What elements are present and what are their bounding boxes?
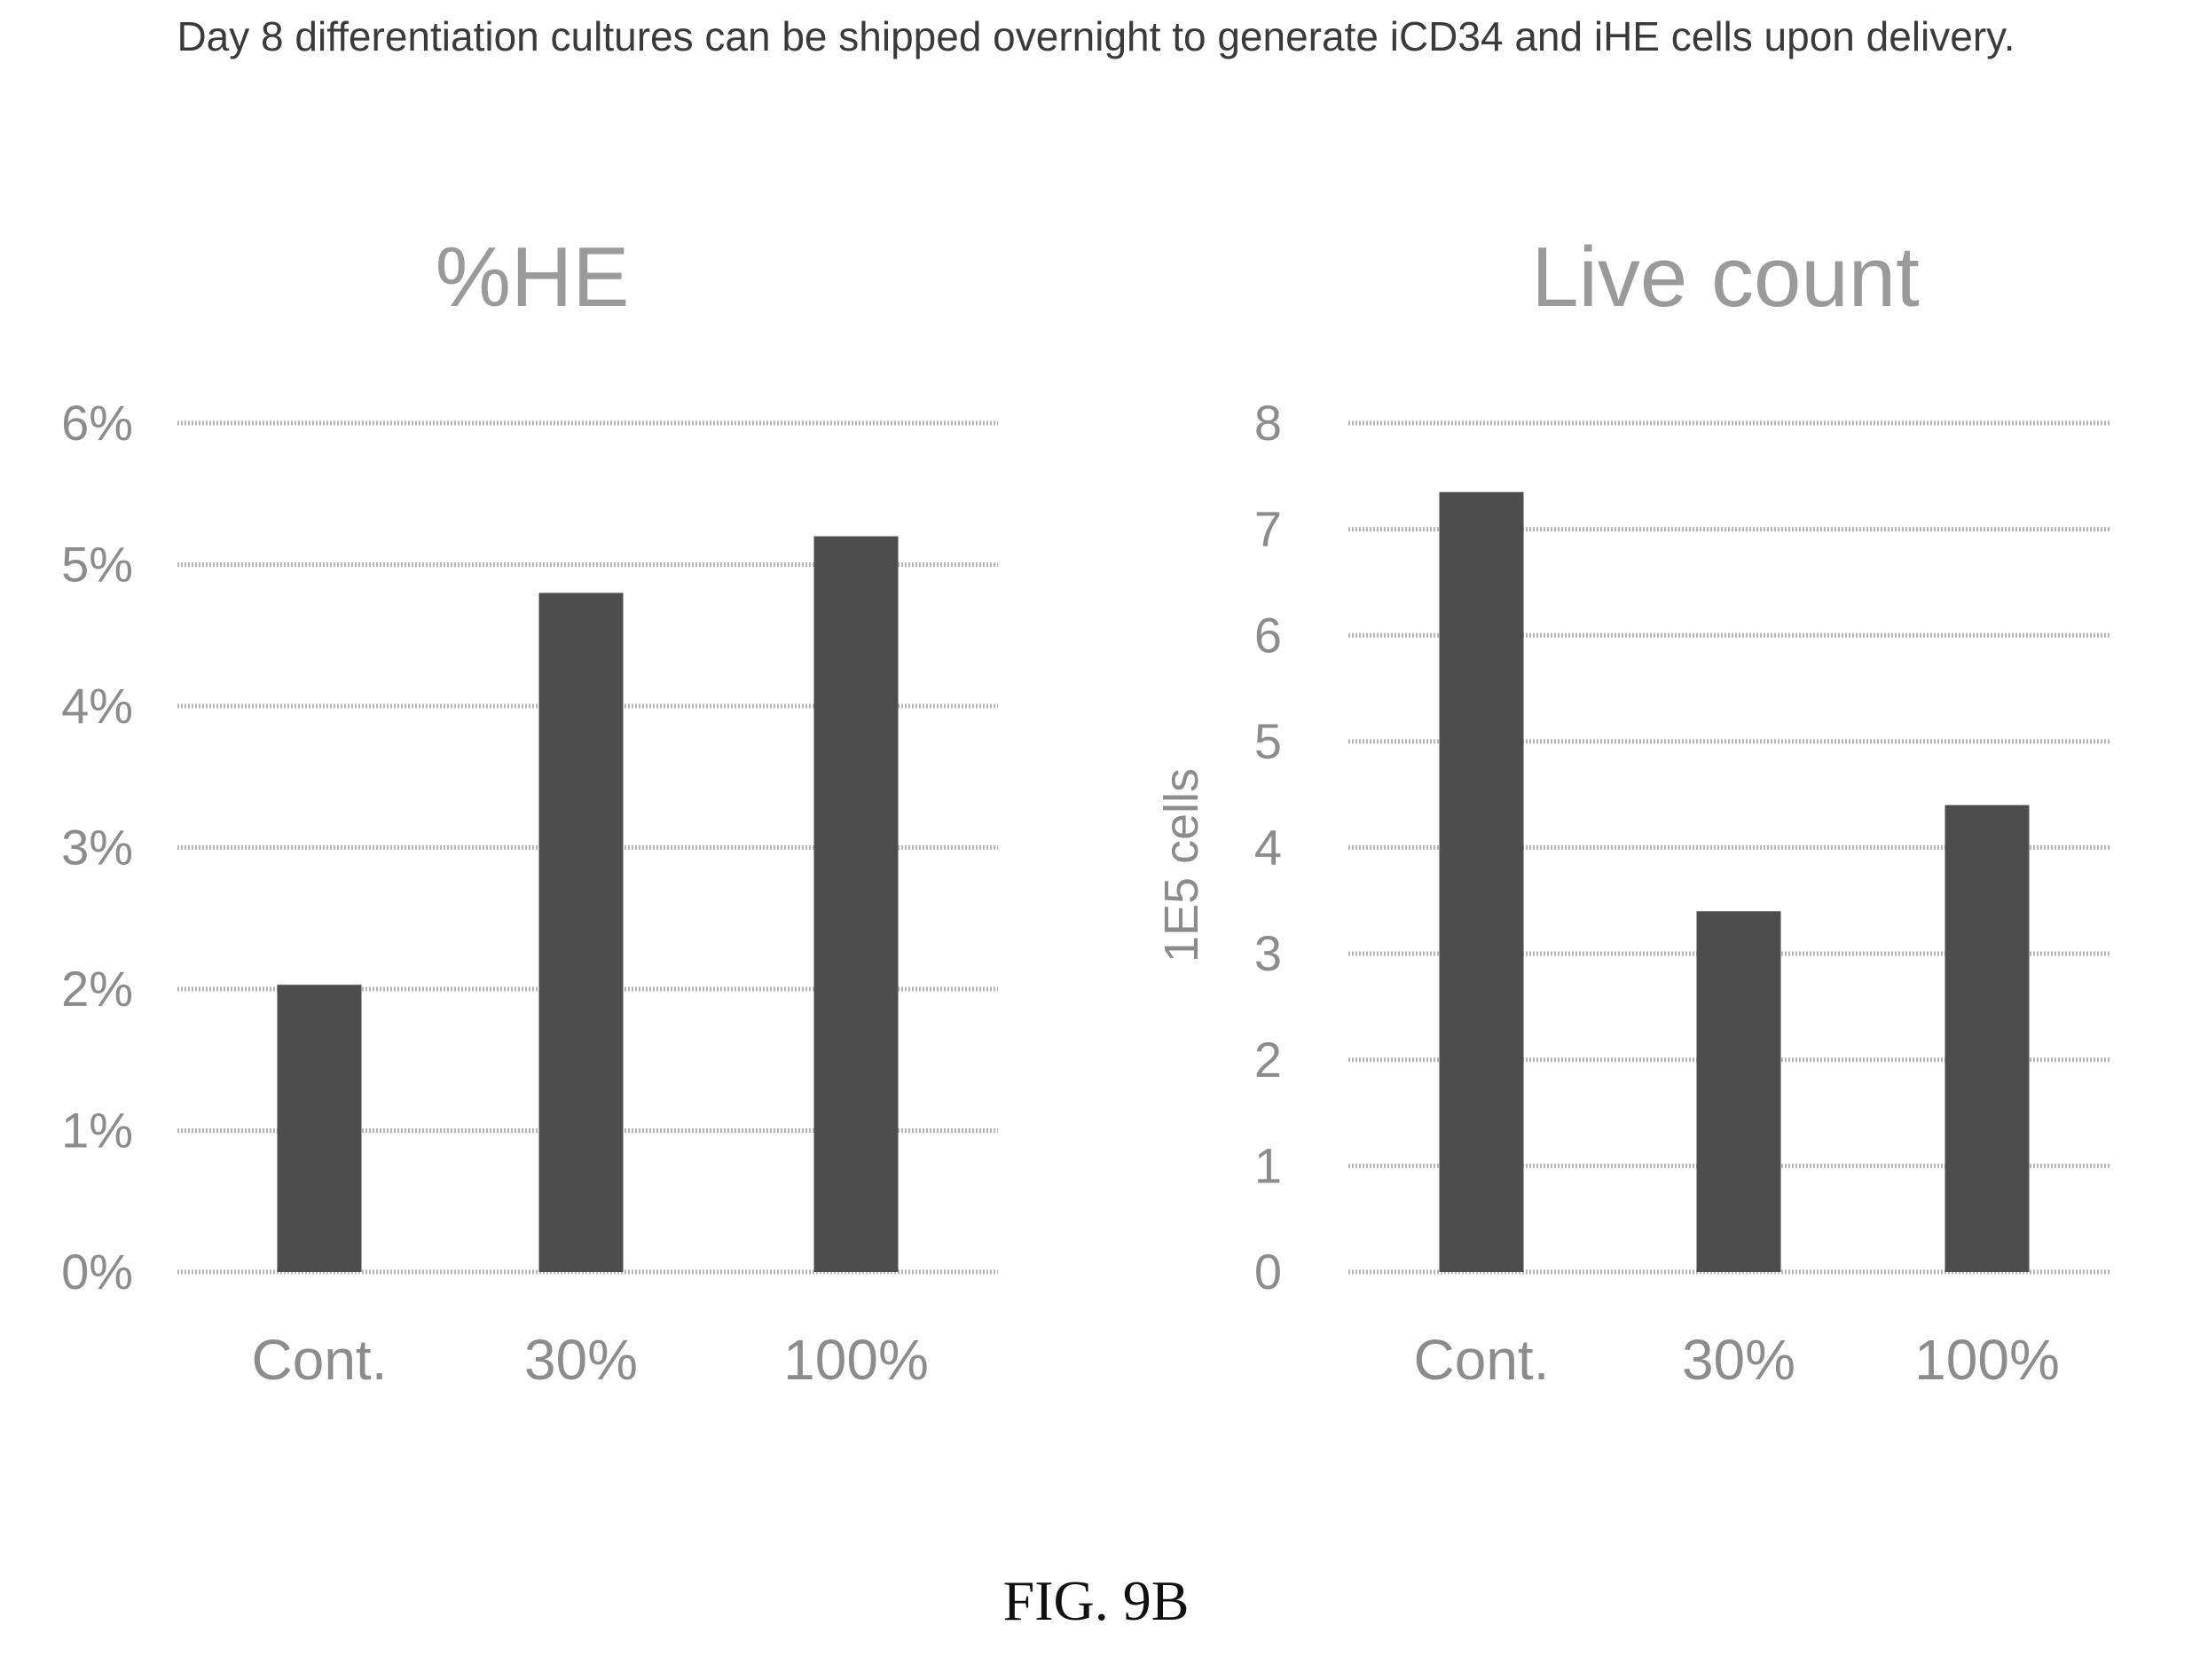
y-tick-label: 5% bbox=[61, 537, 133, 593]
y-tick-label: 2 bbox=[1254, 1032, 1282, 1087]
live-count-chart: Live count 0 1 2 3 4 5 6 7 8 Cont. 30% 100% 1E5 cells bbox=[1155, 230, 2111, 1392]
x-category-label: 30% bbox=[1682, 1328, 1795, 1392]
chart-title: %HE bbox=[436, 230, 630, 325]
figure-caption: Day 8 differentiation cultures can be sh… bbox=[177, 13, 2015, 59]
bar bbox=[1439, 491, 1524, 1272]
y-axis-title: 1E5 cells bbox=[1155, 768, 1208, 962]
y-tick-label: 4 bbox=[1254, 820, 1282, 875]
y-tick-label: 8 bbox=[1254, 395, 1282, 451]
bar bbox=[1945, 805, 2030, 1272]
y-tick-label: 6% bbox=[61, 395, 133, 451]
y-tick-label: 0% bbox=[61, 1244, 133, 1299]
y-tick-label: 5 bbox=[1254, 713, 1282, 769]
y-tick-label: 4% bbox=[61, 678, 133, 734]
y-tick-label: 6 bbox=[1254, 607, 1282, 663]
bar bbox=[538, 593, 624, 1272]
y-tick-label: 3% bbox=[61, 820, 133, 875]
x-category-label: 100% bbox=[1914, 1328, 2060, 1392]
y-tick-label: 3 bbox=[1254, 925, 1282, 981]
bar bbox=[277, 985, 362, 1272]
bar bbox=[813, 536, 899, 1272]
x-category-label: 100% bbox=[783, 1328, 929, 1392]
chart-title: Live count bbox=[1531, 230, 1920, 325]
y-tick-label: 1% bbox=[61, 1103, 133, 1158]
hematopoietic-endothelium-percent-chart: %HE 0% 1% 2% 3% 4% 5% 6% Cont. 30% 100% bbox=[61, 230, 998, 1392]
figure-label: FIG. 9B bbox=[1002, 1569, 1190, 1632]
y-tick-label: 1 bbox=[1254, 1137, 1282, 1193]
x-category-label: 30% bbox=[524, 1328, 638, 1392]
bar bbox=[1696, 911, 1781, 1272]
y-tick-label: 0 bbox=[1254, 1244, 1282, 1299]
y-tick-label: 2% bbox=[61, 961, 133, 1017]
x-category-label: Cont. bbox=[1414, 1328, 1550, 1392]
y-tick-label: 7 bbox=[1254, 501, 1282, 557]
x-category-label: Cont. bbox=[252, 1328, 388, 1392]
